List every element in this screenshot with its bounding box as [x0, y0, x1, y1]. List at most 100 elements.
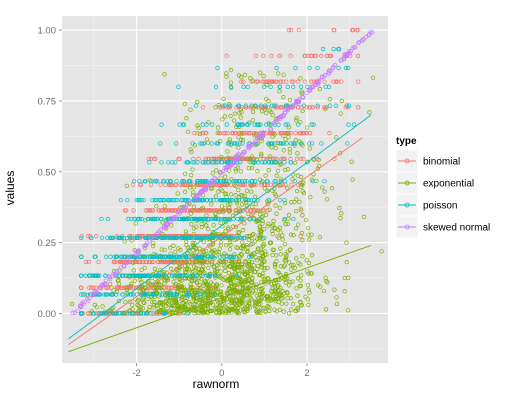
data-point — [113, 254, 119, 259]
data-point — [239, 252, 245, 257]
data-point — [265, 294, 271, 299]
data-point — [204, 183, 209, 188]
data-point — [276, 283, 281, 288]
data-point — [225, 131, 230, 136]
data-point — [281, 264, 286, 269]
data-point — [273, 253, 279, 258]
data-point — [127, 299, 133, 304]
data-point — [166, 254, 171, 259]
data-point — [96, 311, 101, 316]
data-point — [273, 226, 278, 231]
data-point — [291, 216, 296, 222]
data-point — [82, 292, 87, 297]
data-point — [169, 306, 174, 311]
data-point — [168, 245, 173, 250]
data-point — [275, 269, 280, 275]
data-point — [217, 254, 223, 259]
data-point — [299, 184, 304, 190]
data-point — [273, 160, 279, 165]
data-point — [176, 273, 181, 278]
data-point — [193, 265, 199, 271]
data-point — [295, 79, 300, 84]
data-point — [216, 141, 221, 146]
data-point — [219, 154, 224, 160]
data-point — [229, 298, 235, 303]
data-point — [262, 84, 267, 89]
data-point — [259, 180, 264, 185]
data-point — [277, 291, 283, 297]
data-point — [301, 103, 307, 108]
data-point — [247, 262, 252, 267]
data-point — [244, 179, 249, 184]
data-point — [214, 141, 220, 146]
data-point — [120, 292, 125, 297]
data-point — [257, 135, 262, 141]
data-point — [165, 216, 170, 222]
data-point — [145, 254, 150, 259]
data-point — [240, 227, 246, 233]
data-point — [236, 122, 241, 127]
data-point — [202, 179, 207, 184]
data-point — [286, 212, 292, 218]
series-skewed-normal — [70, 30, 375, 316]
data-point — [91, 311, 96, 316]
data-point — [194, 292, 200, 297]
data-point — [199, 206, 204, 211]
data-point — [260, 285, 265, 291]
data-point — [268, 154, 273, 159]
data-point — [190, 273, 195, 278]
data-point — [185, 262, 190, 267]
data-point — [249, 297, 254, 302]
data-point — [107, 281, 113, 287]
data-point — [120, 311, 125, 316]
data-point — [275, 115, 280, 121]
data-point — [299, 303, 304, 308]
data-point — [260, 244, 265, 249]
data-point — [332, 287, 337, 292]
data-point — [323, 84, 328, 89]
data-point — [238, 278, 244, 283]
data-point — [192, 273, 197, 278]
data-point — [186, 248, 191, 253]
data-point — [356, 105, 361, 110]
data-point — [259, 306, 264, 311]
data-point — [150, 292, 155, 297]
data-point — [278, 252, 283, 257]
data-point — [197, 246, 202, 251]
data-point — [283, 107, 289, 112]
data-point — [351, 122, 357, 127]
data-point — [266, 168, 271, 173]
data-point — [216, 189, 221, 194]
data-point — [284, 253, 289, 259]
data-point — [233, 224, 239, 229]
data-point — [183, 205, 188, 210]
data-point — [226, 296, 231, 301]
data-point — [227, 205, 232, 211]
data-point — [257, 216, 262, 222]
data-point — [193, 296, 199, 301]
data-point — [238, 169, 243, 174]
data-point — [233, 183, 238, 189]
data-point — [212, 273, 218, 278]
data-point — [107, 276, 113, 282]
data-point — [162, 72, 167, 77]
data-point — [244, 292, 249, 298]
legend: type binomial exponential poisson skewed no… — [395, 136, 490, 239]
data-point — [289, 79, 295, 84]
data-point — [187, 276, 192, 282]
data-point — [228, 242, 233, 248]
data-point — [342, 289, 347, 294]
data-point — [243, 103, 248, 108]
data-point — [194, 273, 199, 278]
data-point — [246, 254, 252, 259]
data-point — [246, 122, 251, 127]
data-point — [147, 160, 152, 165]
data-point — [265, 208, 270, 213]
data-point — [177, 156, 182, 162]
data-point — [295, 293, 300, 298]
data-point — [259, 138, 264, 144]
data-point — [294, 188, 300, 194]
data-point — [243, 197, 249, 203]
data-point — [191, 216, 196, 222]
data-point — [260, 221, 265, 226]
